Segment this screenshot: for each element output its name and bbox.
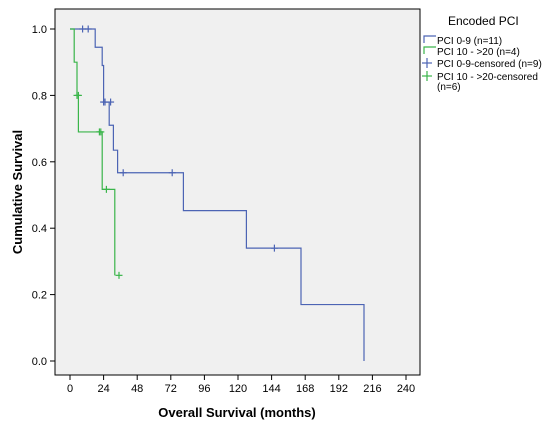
y-tick-label: 0.4: [32, 223, 47, 235]
censor-marker: [74, 91, 82, 99]
legend-swatch: [422, 58, 432, 68]
censor-marker: [115, 271, 123, 279]
censor-marker: [168, 169, 176, 177]
legend-item: PCI 0-9-censored (n=9): [422, 58, 542, 70]
y-tick-label: 0.0: [32, 356, 47, 368]
legend-label: PCI 0-9-censored (n=9): [437, 59, 542, 70]
x-tick-label: 24: [97, 383, 109, 395]
legend-item: PCI 10 - >20 (n=4): [423, 46, 520, 58]
x-tick-label: 216: [363, 383, 381, 395]
censor-marker: [107, 98, 115, 106]
censor-marker: [84, 25, 92, 33]
legend-swatch: [423, 46, 436, 54]
y-axis: 0.0 0.2 0.4 0.6 0.8 1.0: [32, 24, 55, 368]
x-tick-label: 120: [229, 383, 247, 395]
censor-marker: [102, 185, 110, 193]
legend-label: PCI 10 - >20 (n=4): [437, 47, 520, 58]
y-tick-label: 0.6: [32, 157, 47, 169]
legend-item: PCI 10 - >20-censored (n=6): [422, 71, 538, 93]
x-tick-label: 0: [67, 383, 73, 395]
y-tick-label: 0.8: [32, 90, 47, 102]
y-tick-label: 1.0: [32, 24, 47, 36]
legend-title: Encoded PCI: [448, 14, 519, 28]
legend-label: PCI 0-9 (n=11): [437, 36, 502, 47]
y-axis-title: Cumulative Survival: [10, 130, 25, 254]
x-axis-title: Overall Survival (months): [158, 405, 316, 420]
x-tick-label: 96: [198, 383, 210, 395]
x-tick-label: 48: [131, 383, 143, 395]
x-tick-label: 72: [165, 383, 177, 395]
legend-swatch: [423, 35, 436, 43]
x-tick-label: 168: [296, 383, 314, 395]
legend-label: PCI 10 - >20-censored (n=6): [437, 72, 538, 93]
x-tick-label: 192: [330, 383, 348, 395]
series-layer: [70, 25, 365, 361]
legend: Encoded PCI PCI 0-9 (n=11)PCI 10 - >20 (…: [422, 14, 542, 93]
censor-marker: [97, 128, 105, 136]
x-tick-label: 144: [262, 383, 280, 395]
censor-marker: [119, 169, 127, 177]
x-tick-label: 240: [397, 383, 415, 395]
plot-area: [54, 8, 421, 376]
legend-items: PCI 0-9 (n=11)PCI 10 - >20 (n=4)PCI 0-9-…: [422, 35, 542, 93]
legend-item: PCI 0-9 (n=11): [423, 35, 502, 47]
legend-swatch: [422, 71, 432, 81]
x-axis: 0 24 48 72 96 120 144 168 192 216 240: [67, 375, 415, 395]
censor-marker: [270, 244, 278, 252]
survival-curve-1: [70, 28, 365, 361]
y-tick-label: 0.2: [32, 290, 47, 302]
